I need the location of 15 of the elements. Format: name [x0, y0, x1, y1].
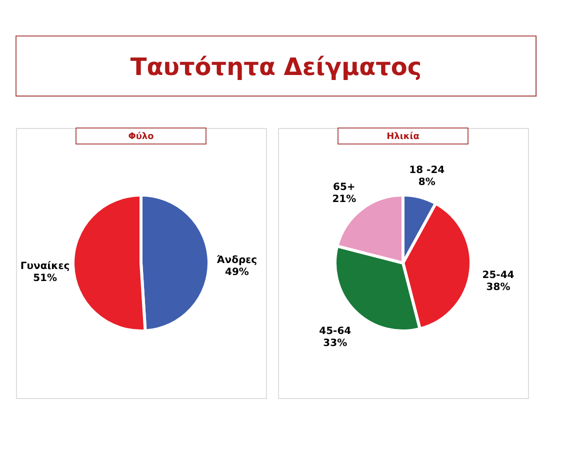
- data-label: 8%: [418, 177, 436, 188]
- data-label: 33%: [323, 338, 348, 349]
- slice-label: Άνδρες: [216, 254, 258, 266]
- slice-label: 45-64: [319, 326, 352, 337]
- chart-title: Ηλικία: [386, 131, 420, 142]
- data-label: 21%: [332, 194, 356, 206]
- slice-label: Γυναίκες: [20, 261, 70, 272]
- data-label: 49%: [224, 266, 249, 278]
- data-label: 51%: [33, 273, 58, 284]
- data-label: 38%: [486, 282, 510, 294]
- chart-title: Φύλο: [128, 131, 154, 142]
- text: Ταυτότητα Δείγματος: [130, 53, 422, 81]
- slice-label: 18 -24: [409, 165, 445, 176]
- slice-label: 65+: [333, 182, 356, 194]
- slice-label: 25-44: [482, 270, 514, 282]
